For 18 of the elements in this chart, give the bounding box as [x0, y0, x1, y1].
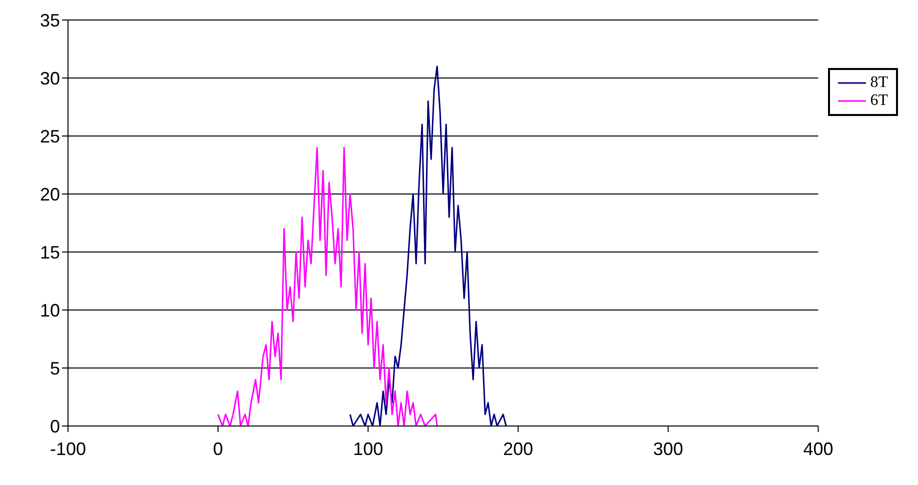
x-tick-label: 400 [803, 438, 834, 459]
x-tick-label: 200 [503, 438, 534, 459]
legend-label: 8T [870, 74, 888, 92]
y-tick-label: 30 [40, 68, 60, 88]
y-tick-label: 0 [50, 416, 60, 436]
x-tick-label: 300 [653, 438, 684, 459]
y-tick-label: 35 [40, 10, 60, 30]
legend-label: 6T [870, 92, 888, 110]
y-tick-label: 10 [40, 300, 60, 320]
x-tick-label: -100 [50, 438, 86, 459]
y-tick-label: 25 [40, 126, 60, 146]
line-series [349, 66, 507, 426]
line-series [217, 146, 438, 426]
y-tick-label: 15 [40, 242, 60, 262]
x-tick-label: 100 [353, 438, 384, 459]
y-tick-label: 20 [40, 184, 60, 204]
y-tick-label: 5 [50, 358, 60, 378]
x-tick-label: 0 [213, 438, 224, 459]
